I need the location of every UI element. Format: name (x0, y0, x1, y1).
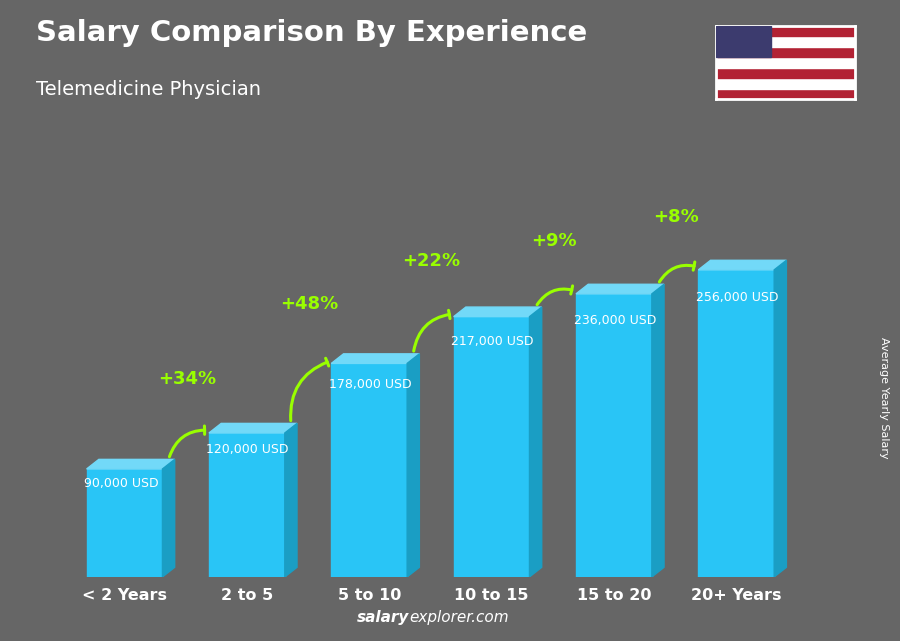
Polygon shape (576, 284, 664, 294)
Text: Average Yearly Salary: Average Yearly Salary (878, 337, 889, 458)
Text: 256,000 USD: 256,000 USD (696, 292, 778, 304)
Polygon shape (209, 424, 297, 433)
Polygon shape (716, 57, 855, 68)
Polygon shape (716, 68, 855, 78)
Polygon shape (529, 307, 542, 577)
Polygon shape (716, 26, 771, 57)
Polygon shape (162, 460, 175, 577)
Text: 178,000 USD: 178,000 USD (328, 378, 411, 392)
Polygon shape (716, 36, 855, 47)
Text: +8%: +8% (653, 208, 699, 226)
Text: 236,000 USD: 236,000 USD (573, 313, 656, 327)
Text: Telemedicine Physician: Telemedicine Physician (36, 80, 261, 99)
Text: +34%: +34% (158, 369, 216, 388)
Polygon shape (576, 294, 652, 577)
Text: 217,000 USD: 217,000 USD (451, 335, 534, 348)
Polygon shape (698, 260, 787, 270)
Polygon shape (86, 460, 175, 469)
Polygon shape (209, 433, 284, 577)
Polygon shape (716, 78, 855, 89)
Polygon shape (652, 284, 664, 577)
Text: +22%: +22% (402, 251, 461, 270)
Text: +9%: +9% (531, 233, 577, 251)
Text: Salary Comparison By Experience: Salary Comparison By Experience (36, 19, 587, 47)
Text: +48%: +48% (280, 295, 338, 313)
Polygon shape (698, 270, 774, 577)
Polygon shape (716, 89, 855, 99)
Text: 90,000 USD: 90,000 USD (85, 476, 158, 490)
Text: explorer.com: explorer.com (410, 610, 509, 625)
Polygon shape (716, 47, 855, 57)
Polygon shape (86, 469, 162, 577)
Polygon shape (454, 317, 529, 577)
Polygon shape (407, 354, 419, 577)
Polygon shape (454, 307, 542, 317)
Polygon shape (716, 26, 855, 36)
Text: 120,000 USD: 120,000 USD (206, 443, 289, 456)
Polygon shape (331, 363, 407, 577)
Polygon shape (774, 260, 787, 577)
Polygon shape (331, 354, 419, 363)
Polygon shape (284, 424, 297, 577)
Text: salary: salary (357, 610, 410, 625)
